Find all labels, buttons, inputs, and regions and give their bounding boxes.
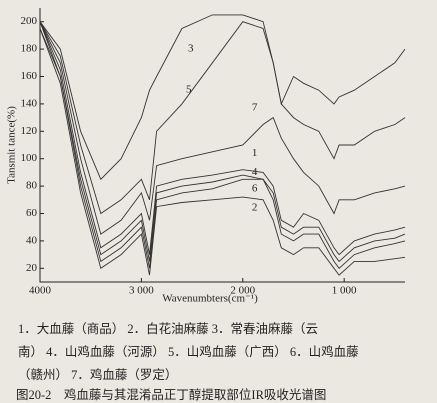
y-tick-label: 60 — [26, 207, 38, 219]
figure-title: 图20-2 鸡血藤与其混淆品正丁醇提取部位IR吸收光谱图 — [16, 388, 327, 402]
series-label: 5 — [186, 84, 192, 96]
y-tick-label: 80 — [26, 180, 38, 192]
series-label: 4 — [252, 166, 258, 178]
legend-line: （赣州） 7．鸡血藤（罗定） — [18, 368, 178, 382]
legend-line: 南） 4．山鸡血藤（河源） 5．山鸡血藤（广西） 6．山鸡血藤 — [18, 345, 359, 359]
x-tick-label: 1 000 — [332, 285, 357, 297]
spectrum-line — [39, 28, 406, 269]
x-tick-label: 4000 — [29, 285, 52, 297]
y-tick-label: 160 — [21, 70, 38, 82]
y-tick-label: 140 — [21, 97, 38, 109]
spectrum-line — [39, 21, 406, 256]
y-tick-label: 180 — [21, 43, 38, 55]
y-axis-label: Tansmit tance(%) — [6, 106, 18, 184]
series-label: 6 — [252, 182, 258, 194]
series-label: 7 — [252, 102, 258, 114]
spectrum-line — [39, 21, 406, 235]
legend-line: 1．大血藤（商品） 2．白花油麻藤 3．常春油麻藤（云 — [18, 322, 319, 336]
spectrum-line — [39, 28, 406, 276]
series-label: 1 — [252, 147, 258, 159]
x-axis-label: Wavenumbters(cm⁻¹) — [162, 293, 258, 305]
spectrum-line — [39, 14, 406, 181]
spectrum-line — [39, 21, 406, 215]
series-label: 2 — [252, 202, 258, 214]
y-tick-label: 200 — [21, 15, 38, 27]
chart: Tansmit tance(%) Wavenumbters(cm⁻¹) 20 40… — [6, 8, 406, 305]
x-tick-label: 3 000 — [129, 285, 154, 297]
series-label: 3 — [188, 43, 194, 55]
y-tick-label: 100 — [21, 152, 38, 164]
y-tick-label: 20 — [26, 262, 38, 274]
y-tick-label: 40 — [26, 234, 38, 246]
y-tick-label: 120 — [21, 125, 38, 137]
x-tick-label: 2 000 — [230, 285, 255, 297]
